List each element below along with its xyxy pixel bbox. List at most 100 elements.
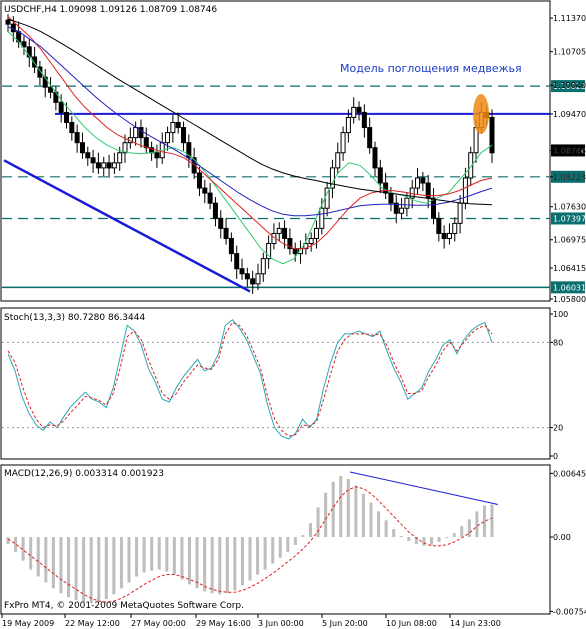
candle-body bbox=[5, 19, 11, 25]
time-axis-label: 10 Jun 08:00 bbox=[386, 619, 437, 628]
candle-body bbox=[64, 111, 70, 124]
macd-histogram-bar bbox=[346, 478, 350, 538]
time-axis-label: 19 May 2009 bbox=[2, 619, 54, 628]
candle-body bbox=[143, 137, 149, 149]
candle-body bbox=[122, 142, 128, 154]
candle-body bbox=[234, 253, 240, 270]
candle-body bbox=[21, 41, 27, 48]
candle-body bbox=[367, 127, 373, 149]
stoch-panel-frame bbox=[0, 307, 551, 460]
candle-body bbox=[196, 172, 202, 189]
price-tick-label: 1.09470 bbox=[553, 110, 586, 119]
candle-body bbox=[361, 111, 367, 129]
macd-histogram-bar bbox=[89, 537, 93, 604]
candle-body bbox=[117, 152, 123, 164]
candle-body bbox=[260, 258, 266, 275]
candle-body bbox=[228, 237, 234, 255]
macd-histogram-bar bbox=[256, 537, 260, 575]
macd-histogram-bar bbox=[263, 537, 267, 570]
candle-body bbox=[79, 142, 85, 154]
macd-histogram-bar bbox=[225, 537, 229, 594]
macd-histogram-bar bbox=[286, 537, 290, 552]
macd-divergence-line bbox=[349, 471, 499, 505]
stoch-tick-label: 20 bbox=[553, 424, 563, 433]
macd-signal-line bbox=[7, 486, 493, 603]
moving-average-line bbox=[7, 26, 493, 217]
stoch-signal-line bbox=[7, 321, 493, 437]
time-axis-label: 5 Jun 20:00 bbox=[322, 619, 368, 628]
candle-body bbox=[462, 177, 468, 204]
macd-panel-frame bbox=[0, 464, 551, 615]
candle-body bbox=[165, 132, 171, 144]
macd-histogram-bar bbox=[248, 537, 252, 581]
macd-histogram-bar bbox=[51, 537, 55, 589]
macd-histogram-bar bbox=[150, 537, 154, 571]
price-tick-label: 1.06415 bbox=[553, 264, 586, 273]
level-label-box bbox=[551, 80, 585, 93]
time-axis-label: 3 Jun 00:00 bbox=[258, 619, 304, 628]
candle-body bbox=[420, 177, 426, 184]
candle-body bbox=[308, 237, 314, 245]
macd-histogram-bar bbox=[188, 537, 191, 585]
macd-histogram-bar bbox=[316, 507, 320, 538]
level-label-box bbox=[551, 281, 585, 294]
macd-histogram-bar bbox=[452, 533, 456, 538]
macd-histogram-bar bbox=[422, 537, 426, 546]
macd-histogram-bar bbox=[97, 537, 101, 603]
main-chart-title: USDCHF,H4 1.09098 1.09126 1.08709 1.0874… bbox=[4, 5, 217, 15]
moving-averages-layer bbox=[7, 16, 493, 265]
level-label: 1.06031 bbox=[553, 283, 586, 292]
macd-histogram-bar bbox=[339, 475, 343, 538]
candle-body bbox=[452, 222, 458, 234]
macd-histogram-bar bbox=[82, 537, 86, 603]
candle-body bbox=[223, 227, 229, 239]
macd-histogram-bar bbox=[104, 537, 108, 600]
macd-histogram-bar bbox=[407, 537, 411, 541]
candle-body bbox=[399, 207, 405, 214]
candle-body bbox=[340, 132, 346, 154]
candle-body bbox=[329, 167, 335, 189]
descending-trendline bbox=[3, 159, 251, 293]
macd-histogram-bar bbox=[467, 519, 471, 538]
macd-histogram-bar bbox=[384, 520, 388, 538]
level-label: 1.10022 bbox=[553, 82, 586, 91]
macd-histogram-bar bbox=[112, 537, 116, 595]
macd-histogram-bar bbox=[172, 537, 176, 575]
time-axis-label: 22 May 12:00 bbox=[65, 619, 120, 628]
candle-body bbox=[37, 66, 43, 78]
macd-histogram-bar bbox=[377, 511, 381, 538]
price-tick-label: 1.11370 bbox=[553, 14, 586, 23]
candle-body bbox=[250, 278, 256, 285]
stoch-tick-label: 0 bbox=[553, 452, 558, 461]
pattern-annotation: Модель поглощения медвежья bbox=[340, 62, 522, 75]
axis-labels-layer: 1.11370 1.10705 1.10040 1.09470 1.08745 1.082… bbox=[1, 14, 586, 628]
candle-body bbox=[202, 187, 208, 194]
candle-body bbox=[335, 152, 341, 169]
stoch-tick-label: 80 bbox=[553, 338, 563, 347]
candle-body bbox=[468, 152, 474, 179]
candle-body bbox=[244, 273, 250, 280]
candle-body bbox=[457, 202, 463, 224]
macd-histogram-bar bbox=[271, 537, 275, 564]
macd-histogram-bar bbox=[157, 537, 161, 570]
macd-histogram-bar bbox=[354, 485, 358, 538]
candle-body bbox=[207, 192, 213, 204]
macd-histogram-bar bbox=[203, 537, 207, 592]
macd-tick-label: 0.006456 bbox=[553, 469, 586, 478]
candle-body bbox=[287, 237, 293, 250]
macd-histogram-bar bbox=[309, 523, 312, 538]
time-axis-label: 27 May 00:00 bbox=[131, 619, 186, 628]
macd-histogram-bar bbox=[165, 537, 169, 572]
macd-tick-label: 0.00 bbox=[553, 533, 571, 542]
candle-body bbox=[446, 232, 452, 239]
candle-body bbox=[111, 162, 117, 169]
level-label: 1.07397 bbox=[553, 214, 586, 223]
macd-histogram-bar bbox=[392, 529, 396, 538]
candle-body bbox=[266, 243, 272, 260]
level-label: 1.08223 bbox=[553, 173, 586, 182]
stoch-main-line bbox=[7, 319, 493, 440]
macd-histogram-bar bbox=[361, 493, 365, 538]
macd-histogram-bar bbox=[233, 537, 237, 591]
